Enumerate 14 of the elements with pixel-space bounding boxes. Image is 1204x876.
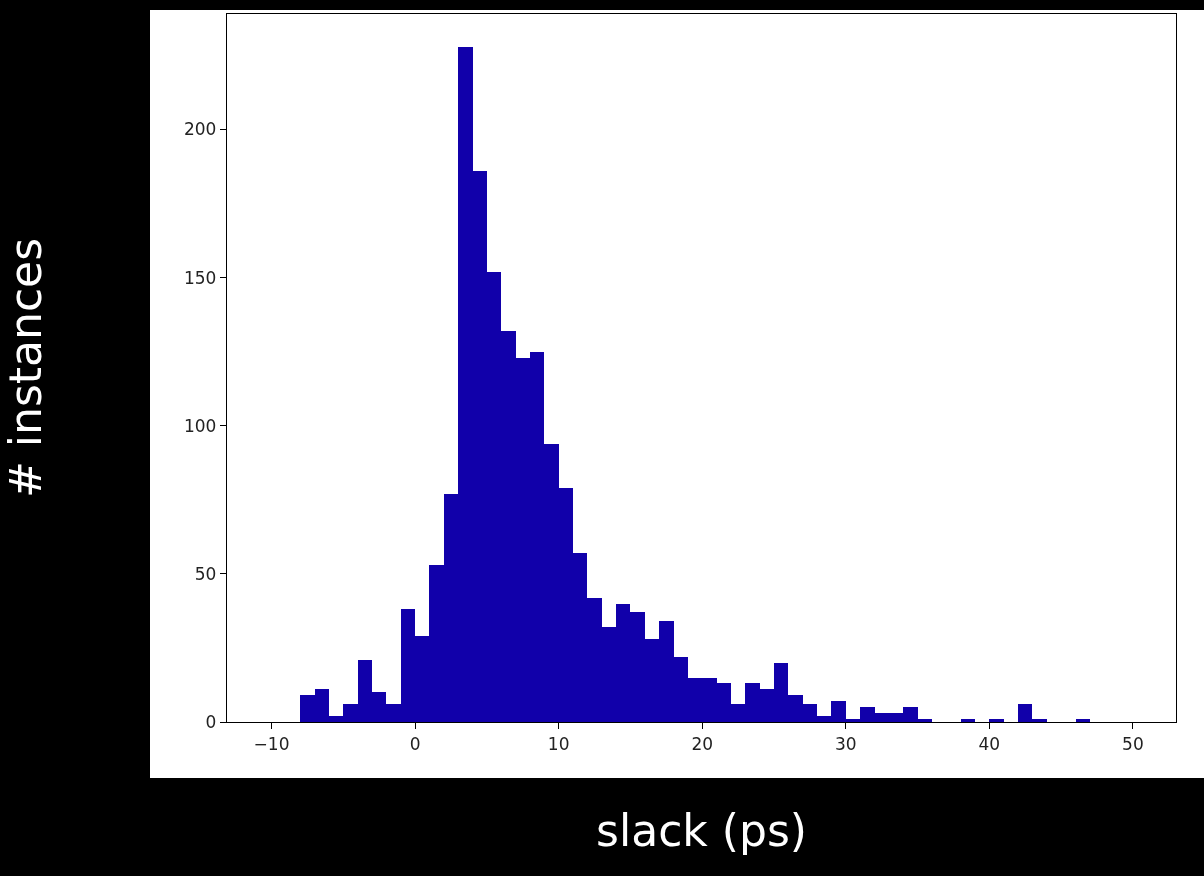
y-axis-title: # instances [0, 237, 52, 499]
y-tick-label: 150 [184, 267, 217, 288]
y-tick-label: 0 [205, 711, 217, 732]
x-tick-label: 40 [978, 733, 1001, 754]
x-tick-label: 20 [691, 733, 714, 754]
y-tick-label: 200 [184, 119, 217, 140]
x-tick-label: 30 [834, 733, 857, 754]
x-tick-label: 50 [1122, 733, 1144, 754]
y-tick-label: 50 [194, 563, 217, 584]
x-axis-title: slack (ps) [596, 804, 807, 856]
x-tick-label: −10 [253, 733, 290, 754]
y-tick-label: 100 [184, 415, 217, 436]
x-tick-label: 10 [547, 733, 570, 754]
x-tick-label: 0 [409, 733, 421, 754]
